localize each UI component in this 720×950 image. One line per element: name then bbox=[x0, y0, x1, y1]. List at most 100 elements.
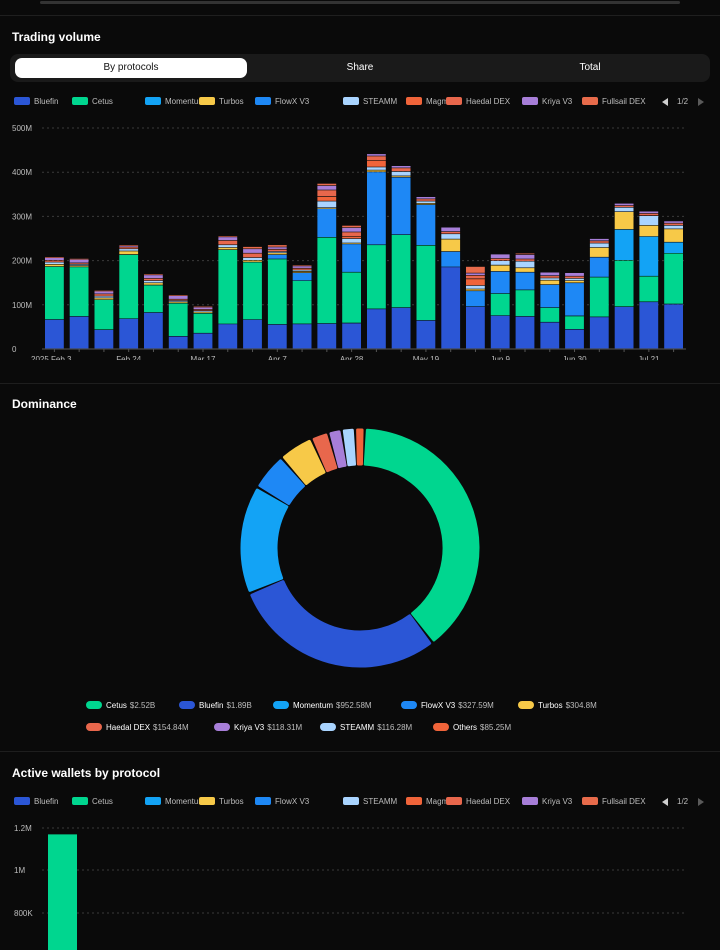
chevron-left-icon[interactable] bbox=[662, 798, 668, 806]
chevron-right-icon[interactable] bbox=[698, 798, 704, 806]
bar-segment-steamm bbox=[490, 261, 510, 265]
wallets-legend-item-flowx-v3[interactable]: FlowX V3 bbox=[255, 795, 309, 809]
bar-segment-flowx-v3 bbox=[441, 251, 461, 267]
bar-cetus bbox=[48, 834, 77, 950]
legend-swatch bbox=[214, 722, 230, 731]
bar-segment-haedal-dex bbox=[243, 253, 262, 258]
wallets-legend-item-magma[interactable]: Magma bbox=[406, 795, 453, 809]
bar-segment-turbos bbox=[243, 260, 262, 262]
legend-swatch bbox=[522, 96, 538, 105]
bar-segment-turbos bbox=[342, 243, 361, 244]
wallets-legend-item-cetus[interactable]: Cetus bbox=[72, 795, 113, 809]
bar-segment-fullsail-dex bbox=[193, 306, 213, 308]
dominance-legend-item-bluefin[interactable]: Bluefin $1.89B bbox=[179, 700, 252, 712]
legend-label: Momentum bbox=[165, 97, 206, 106]
volume-legend-item-magma[interactable]: Magma bbox=[406, 95, 453, 109]
bar-segment-turbos bbox=[218, 247, 238, 250]
bar-segment-steamm bbox=[614, 207, 634, 212]
volume-legend-item-turbos[interactable]: Turbos bbox=[199, 95, 244, 109]
bar-segment-magma bbox=[317, 197, 337, 201]
dominance-legend-item-turbos[interactable]: Turbos $304.8M bbox=[518, 700, 597, 712]
bar-segment-haedal-dex bbox=[540, 276, 560, 278]
bar-segment-steamm bbox=[589, 243, 609, 248]
wallets-legend-item-turbos[interactable]: Turbos bbox=[199, 795, 244, 809]
bar-segment-haedal-dex bbox=[416, 199, 436, 201]
volume-legend-item-flowx-v3[interactable]: FlowX V3 bbox=[255, 95, 309, 109]
chevron-right-icon[interactable] bbox=[698, 98, 704, 106]
dominance-legend-item-haedal-dex[interactable]: Haedal DEX $154.84M bbox=[86, 722, 189, 734]
volume-legend-item-steamm[interactable]: STEAMM bbox=[343, 95, 397, 109]
legend-label: Magma bbox=[426, 797, 453, 806]
legend-label: Momentum bbox=[293, 701, 334, 710]
bar-segment-bluefin bbox=[144, 312, 163, 349]
bar-segment-cetus bbox=[540, 307, 560, 322]
volume-legend-item-momentum[interactable]: Momentum bbox=[145, 95, 205, 109]
dominance-legend-item-flowx-v3[interactable]: FlowX V3 $327.59M bbox=[401, 700, 494, 712]
dominance-legend-item-kriya-v3[interactable]: Kriya V3 $118.31M bbox=[214, 722, 302, 734]
legend-label: Haedal DEX bbox=[106, 723, 151, 732]
x-tick-label: Mar 17 bbox=[191, 355, 216, 360]
donut-slice-others bbox=[356, 428, 364, 466]
volume-legend-item-haedal-dex[interactable]: Haedal DEX bbox=[446, 95, 510, 109]
bar-segment-bluefin bbox=[639, 302, 659, 349]
bar-segment-steamm bbox=[119, 249, 139, 251]
wallets-legend-item-haedal-dex[interactable]: Haedal DEX bbox=[446, 795, 510, 809]
bar-segment-fullsail-dex bbox=[292, 265, 312, 267]
bar-segment-kriya-v3 bbox=[490, 254, 510, 259]
bar-segment-steamm bbox=[94, 296, 114, 298]
bar-segment-cetus bbox=[94, 299, 114, 330]
bar-segment-flowx-v3 bbox=[391, 177, 411, 235]
bar-segment-haedal-dex bbox=[69, 263, 89, 264]
bar-segment-bluefin bbox=[416, 320, 436, 349]
volume-legend-item-fullsail-dex[interactable]: Fullsail DEX bbox=[582, 95, 646, 109]
bar-segment-haedal-dex bbox=[441, 231, 461, 234]
bar-segment-kriya-v3 bbox=[69, 259, 89, 263]
wallets-legend-item-kriya-v3[interactable]: Kriya V3 bbox=[522, 795, 572, 809]
dominance-legend-item-others[interactable]: Others $85.25M bbox=[433, 722, 511, 734]
legend-swatch bbox=[582, 96, 598, 105]
dominance-legend-item-momentum[interactable]: Momentum $952.58M bbox=[273, 700, 372, 712]
bar-segment-bluefin bbox=[218, 324, 238, 349]
wallets-legend-item-fullsail-dex[interactable]: Fullsail DEX bbox=[582, 795, 646, 809]
volume-legend-item-kriya-v3[interactable]: Kriya V3 bbox=[522, 95, 572, 109]
y-tick-label: 1M bbox=[14, 866, 25, 875]
bar-segment-magma bbox=[367, 160, 386, 167]
bar-segment-cetus bbox=[416, 245, 436, 321]
legend-swatch bbox=[320, 722, 336, 731]
bar-segment-kriya-v3 bbox=[317, 185, 337, 190]
bar-segment-fullsail-dex bbox=[218, 236, 238, 237]
dominance-legend-item-cetus[interactable]: Cetus $2.52B bbox=[86, 700, 155, 712]
legend-label: Fullsail DEX bbox=[602, 97, 646, 106]
y-tick-label: 1.2M bbox=[14, 824, 32, 833]
wallets-legend-item-steamm[interactable]: STEAMM bbox=[343, 795, 397, 809]
trading-volume-chart: 0 100M 200M 300M 400M 500M 2025 Feb 3 Feb 24 Mar… bbox=[12, 124, 686, 360]
tab-by-protocols[interactable]: By protocols bbox=[15, 58, 247, 78]
bar-segment-momentum bbox=[639, 236, 659, 276]
bar-segment-bluefin bbox=[342, 323, 361, 349]
legend-value: $1.89B bbox=[226, 701, 252, 710]
bar-segment-turbos bbox=[565, 280, 584, 283]
legend-label: Others bbox=[453, 723, 478, 732]
volume-legend-item-cetus[interactable]: Cetus bbox=[72, 95, 113, 109]
volume-legend-item-bluefin[interactable]: Bluefin bbox=[14, 95, 58, 109]
chevron-left-icon[interactable] bbox=[662, 98, 668, 106]
bar-segment-haedal-dex bbox=[466, 275, 485, 279]
dominance-legend-item-steamm[interactable]: STEAMM $116.28M bbox=[320, 722, 412, 734]
bar-segment-flowx-v3 bbox=[292, 273, 312, 281]
legend-label: Kriya V3 bbox=[542, 97, 573, 106]
section-divider bbox=[0, 383, 720, 384]
legend-swatch bbox=[522, 796, 538, 805]
tab-share[interactable]: Share bbox=[346, 62, 374, 73]
tab-total[interactable]: Total bbox=[579, 62, 601, 73]
bar-segment-kriya-v3 bbox=[218, 237, 238, 241]
bar-segment-bluefin bbox=[243, 319, 262, 349]
bar-segment-kriya-v3 bbox=[441, 227, 461, 232]
wallets-legend-item-bluefin[interactable]: Bluefin bbox=[14, 795, 58, 809]
section-divider bbox=[0, 751, 720, 752]
bar-segment-flowx-v3 bbox=[540, 284, 560, 308]
bar-segment-cetus bbox=[45, 266, 64, 320]
scroll-track[interactable] bbox=[40, 1, 680, 4]
bar-segment-cetus bbox=[565, 316, 584, 329]
wallets-legend-item-momentum[interactable]: Momentum bbox=[145, 795, 205, 809]
top-scrollbar[interactable] bbox=[0, 0, 720, 16]
